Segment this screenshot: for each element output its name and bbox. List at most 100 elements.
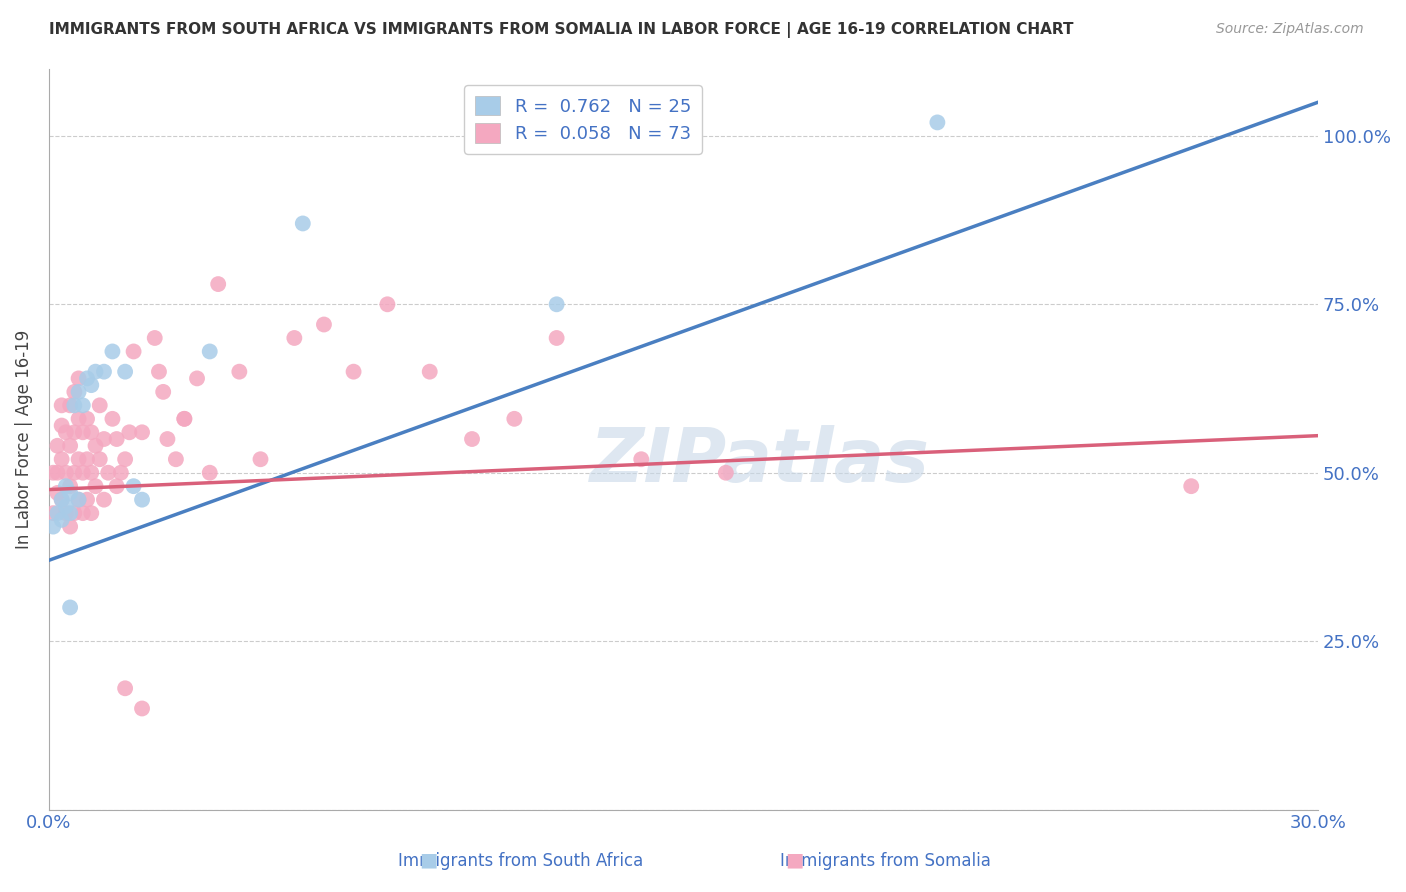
Point xyxy=(173,412,195,426)
Point xyxy=(55,479,77,493)
Point xyxy=(51,418,73,433)
Point xyxy=(76,371,98,385)
Point xyxy=(72,466,94,480)
Point xyxy=(546,297,568,311)
Text: IMMIGRANTS FROM SOUTH AFRICA VS IMMIGRANTS FROM SOMALIA IN LABOR FORCE | AGE 16-: IMMIGRANTS FROM SOUTH AFRICA VS IMMIGRAN… xyxy=(49,22,1074,38)
Point xyxy=(80,466,103,480)
Point xyxy=(198,344,221,359)
Point xyxy=(80,506,103,520)
Point xyxy=(927,115,949,129)
Point xyxy=(105,432,128,446)
Point xyxy=(312,318,335,332)
Point xyxy=(59,486,82,500)
Point xyxy=(630,452,652,467)
Point xyxy=(59,479,82,493)
Point xyxy=(207,277,229,291)
Point xyxy=(165,452,187,467)
Point xyxy=(59,600,82,615)
Point xyxy=(59,398,82,412)
Point xyxy=(80,378,103,392)
Point xyxy=(93,365,115,379)
Point xyxy=(67,492,90,507)
Point xyxy=(63,425,86,440)
Point xyxy=(72,506,94,520)
Point xyxy=(291,217,314,231)
Point xyxy=(51,398,73,412)
Point xyxy=(249,452,271,467)
Point xyxy=(55,500,77,514)
Point xyxy=(101,412,124,426)
Point xyxy=(131,492,153,507)
Text: Source: ZipAtlas.com: Source: ZipAtlas.com xyxy=(1216,22,1364,37)
Point xyxy=(46,506,69,520)
Point xyxy=(114,365,136,379)
Point xyxy=(105,479,128,493)
Point xyxy=(80,425,103,440)
Text: ZIPatlas: ZIPatlas xyxy=(589,425,929,498)
Point xyxy=(156,432,179,446)
Point xyxy=(63,506,86,520)
Point xyxy=(93,432,115,446)
Point xyxy=(283,331,305,345)
Point xyxy=(76,452,98,467)
Point xyxy=(46,466,69,480)
Legend: R =  0.762   N = 25, R =  0.058   N = 73: R = 0.762 N = 25, R = 0.058 N = 73 xyxy=(464,85,702,153)
Text: ■: ■ xyxy=(785,851,804,870)
Point xyxy=(228,365,250,379)
Text: Immigrants from South Africa: Immigrants from South Africa xyxy=(398,852,643,870)
Point xyxy=(63,466,86,480)
Point xyxy=(97,466,120,480)
Point xyxy=(342,365,364,379)
Point xyxy=(67,384,90,399)
Point xyxy=(84,439,107,453)
Point xyxy=(59,506,82,520)
Point xyxy=(93,492,115,507)
Point xyxy=(152,384,174,399)
Point xyxy=(503,412,526,426)
Point xyxy=(84,479,107,493)
Point xyxy=(1180,479,1202,493)
Point xyxy=(122,344,145,359)
Point xyxy=(51,452,73,467)
Point xyxy=(67,452,90,467)
Point xyxy=(101,344,124,359)
Point xyxy=(89,398,111,412)
Point xyxy=(55,506,77,520)
Point xyxy=(377,297,399,311)
Point xyxy=(143,331,166,345)
Point xyxy=(63,384,86,399)
Point xyxy=(67,412,90,426)
Point xyxy=(63,398,86,412)
Point xyxy=(55,466,77,480)
Point xyxy=(42,506,65,520)
Point xyxy=(67,492,90,507)
Point xyxy=(118,425,141,440)
Point xyxy=(131,425,153,440)
Point xyxy=(173,412,195,426)
Point xyxy=(72,425,94,440)
Point xyxy=(76,492,98,507)
Point xyxy=(72,398,94,412)
Point xyxy=(59,439,82,453)
Point xyxy=(114,452,136,467)
Point xyxy=(51,492,73,507)
Text: ■: ■ xyxy=(419,851,439,870)
Point xyxy=(42,519,65,533)
Point xyxy=(186,371,208,385)
Point xyxy=(67,371,90,385)
Point xyxy=(89,452,111,467)
Point xyxy=(114,681,136,696)
Text: Immigrants from Somalia: Immigrants from Somalia xyxy=(780,852,991,870)
Point xyxy=(110,466,132,480)
Point xyxy=(714,466,737,480)
Point xyxy=(55,425,77,440)
Point xyxy=(419,365,441,379)
Point xyxy=(46,439,69,453)
Point xyxy=(131,701,153,715)
Point xyxy=(122,479,145,493)
Point xyxy=(461,432,484,446)
Point xyxy=(46,486,69,500)
Point xyxy=(84,365,107,379)
Point xyxy=(51,492,73,507)
Point xyxy=(42,466,65,480)
